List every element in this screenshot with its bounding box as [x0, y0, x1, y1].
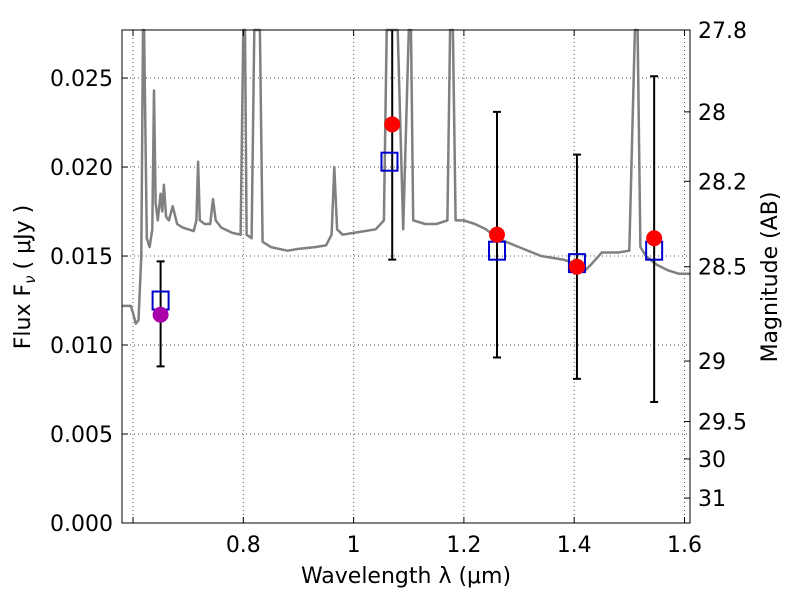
right-tick-label: 29.5 — [698, 411, 747, 436]
y-tick-label: 0.010 — [50, 334, 113, 359]
x-tick-label: 1.4 — [557, 533, 592, 558]
y-tick-label: 0.000 — [50, 512, 113, 537]
y-axis-left-label: Flux Fν ( μJy ) — [11, 205, 39, 349]
right-tick-label: 31 — [698, 487, 726, 512]
right-tick-label: 28 — [698, 101, 726, 126]
y-axis-right-label: Magnitude (AB) — [758, 192, 783, 363]
right-tick-label: 28.5 — [698, 256, 747, 281]
observed-point — [568, 258, 585, 275]
observed-point — [384, 116, 401, 133]
plot-frame — [121, 29, 691, 524]
right-tick-label: 29 — [698, 350, 726, 375]
y-axis-left-label-main: Flux F — [11, 284, 36, 349]
y-tick-label: 0.020 — [50, 156, 113, 181]
x-tick-label: 0.8 — [226, 533, 261, 558]
model-point — [380, 151, 399, 172]
x-tick-label: 1 — [347, 533, 361, 558]
axis-ticks: 0.8 1 1.2 1.4 1.6 0.000 0.005 0.010 0.015 0.020 0.… — [50, 19, 747, 558]
spectrum-line — [122, 28, 690, 325]
x-axis-label: Wavelength λ (μm) — [301, 564, 511, 589]
x-tick-label: 1.6 — [667, 533, 702, 558]
y-tick-label: 0.005 — [50, 423, 113, 448]
right-tick-label: 27.8 — [698, 19, 747, 44]
observed-point — [152, 306, 169, 323]
y-axis-left-label-unit: ( μJy ) — [11, 205, 36, 270]
y-axis-left-label-subscript: ν — [21, 275, 39, 283]
spectrum-series — [122, 28, 690, 325]
y-tick-label: 0.025 — [50, 67, 113, 92]
x-tick-label: 1.2 — [446, 533, 481, 558]
y-tick-label: 0.015 — [50, 245, 113, 270]
observed-points-series — [152, 116, 663, 323]
observed-point — [646, 230, 663, 247]
right-tick-label: 30 — [698, 448, 726, 473]
right-tick-label: 28.2 — [698, 170, 747, 195]
observed-point — [488, 226, 505, 243]
